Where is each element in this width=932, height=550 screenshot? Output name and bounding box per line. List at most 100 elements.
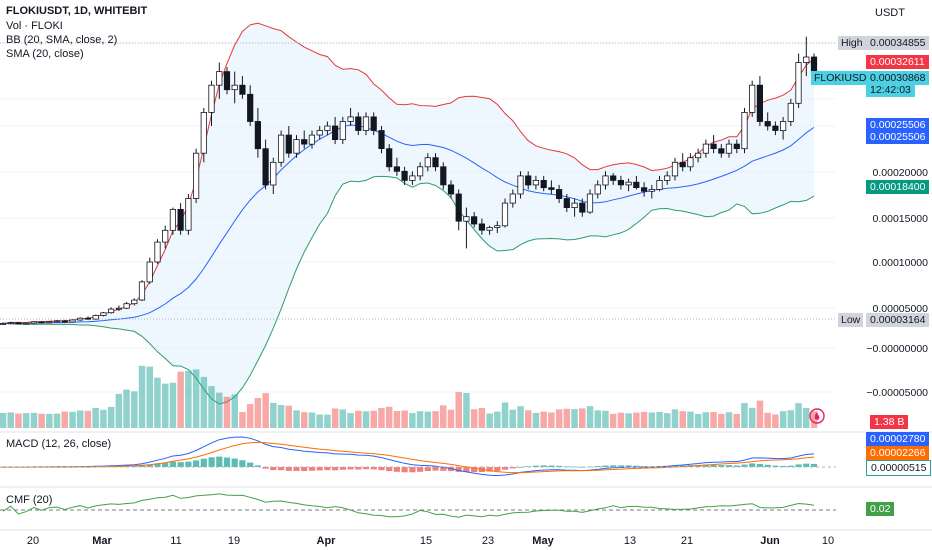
candle [162,225,169,249]
macd-histogram-bar [733,465,740,467]
candle-body [733,143,740,150]
candle [7,321,14,325]
macd-histogram-bar [216,456,223,467]
candle-body [455,193,462,222]
candle-body [262,148,269,186]
volume-bar [293,410,300,428]
volume-bar [679,411,686,428]
macd-histogram-bar [540,465,547,467]
currency-label[interactable]: USDT [875,7,905,19]
candle [432,153,439,172]
bb-lower-tag: 0.00018400 [866,180,930,194]
volume-bar [447,409,455,428]
macd-histogram-bar [339,467,346,470]
candle [316,126,323,140]
macd-histogram-bar [386,467,393,472]
macd-histogram-bar [169,461,176,467]
volume-bar [548,412,555,428]
time-axis-label: May [532,535,554,547]
volume-bar [46,413,53,428]
volume-bar [0,413,7,428]
cmf-value-tag: 0.02 [866,502,895,516]
candle [216,62,223,99]
volume-bar [308,412,316,428]
macd-histogram-bar [571,466,578,468]
candle [131,298,138,306]
volume-bar [555,409,563,428]
volume-bar [509,409,516,428]
price-tick-label: 0.00020000 [873,167,929,179]
macd-histogram-bar [602,465,609,467]
candle [532,175,540,190]
volume-bar [702,412,710,428]
candle [656,175,663,192]
volume-bar [486,413,493,428]
countdown-tag: 12:42:03 [866,83,915,97]
volume-legend[interactable]: Vol · FLOKI [6,20,63,32]
volume-bar [154,377,161,428]
candle [648,184,655,199]
candle [424,153,431,172]
candle [440,162,447,190]
candle [254,107,261,158]
macd-legend[interactable]: MACD (12, 26, close) [6,438,112,450]
low-tag-value: 0.00003164 [866,313,930,327]
macd-histogram-bar [208,457,215,467]
candle-body [718,148,725,154]
macd-histogram-bar [231,458,238,467]
volume-bar [563,408,571,429]
candle-body [154,241,161,263]
macd-histogram-bar [517,466,524,468]
candle [741,107,748,154]
candle [463,207,470,249]
volume-bar [494,411,501,428]
candle-body [401,170,408,181]
volume-bar [424,411,432,428]
macd-histogram-bar [393,467,400,472]
volume-bar [38,413,45,428]
candle-body [772,125,779,131]
candle-body [378,130,385,150]
candle [702,139,710,158]
candle [30,321,38,324]
symbol-legend[interactable]: FLOKIUSDT, 1D, WHITEBIT [6,5,148,17]
candle-body [138,281,146,301]
volume-bar [787,410,795,428]
candle [409,171,416,185]
candle [733,139,740,154]
candle-body [247,93,254,122]
bb-legend[interactable]: BB (20, SMA, close, 2) [6,34,118,46]
macd-histogram-bar [154,463,161,467]
macd-histogram-bar [787,465,794,467]
candle [362,112,370,136]
candle [270,157,277,194]
volume-flame-icon[interactable] [809,408,825,424]
volume-bar [733,414,740,428]
candle-body [146,261,153,283]
candle-body [509,193,516,204]
price-tick-label: 0.00015000 [873,213,929,225]
candle-body [200,112,207,154]
candle-body [185,198,192,231]
candle [556,184,563,204]
candle [625,178,632,192]
time-axis-label: 13 [624,535,636,547]
volume-bar [416,411,424,428]
cmf-legend[interactable]: CMF (20) [6,494,53,506]
candle [38,321,45,324]
volume-bar [100,409,107,428]
time-axis-label: 10 [822,535,834,547]
candle-body [301,139,308,145]
candle-body [532,179,540,186]
volume-bar [810,411,818,428]
sma-legend[interactable]: SMA (20, close) [6,48,84,60]
candle [486,225,493,235]
candle [501,198,509,228]
candle-body [362,116,370,131]
volume-bar [586,406,594,428]
volume-bar [602,410,609,428]
candle-body [216,71,223,86]
candle [378,126,385,154]
candle [347,107,354,126]
